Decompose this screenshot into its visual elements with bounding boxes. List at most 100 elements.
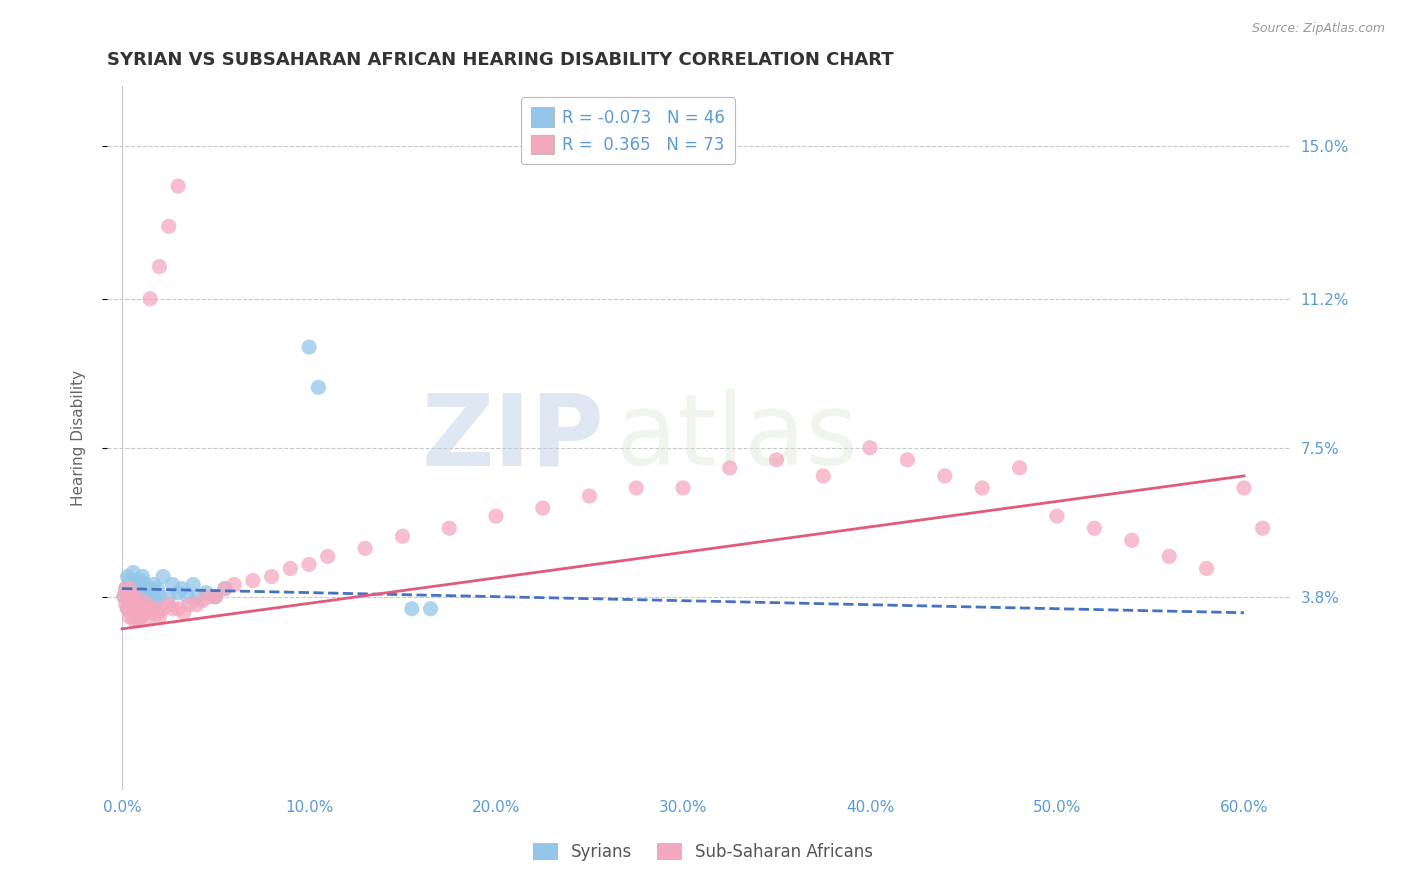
Point bbox=[114, 582, 136, 596]
Point bbox=[114, 582, 136, 596]
Text: atlas: atlas bbox=[616, 389, 858, 486]
Point bbox=[186, 598, 208, 612]
Point bbox=[124, 614, 146, 628]
Point bbox=[195, 585, 218, 599]
Point bbox=[122, 590, 145, 604]
Point bbox=[1159, 549, 1181, 564]
Point bbox=[278, 561, 301, 575]
Point bbox=[128, 598, 150, 612]
Point bbox=[157, 598, 180, 612]
Point bbox=[934, 469, 956, 483]
Point bbox=[170, 582, 193, 596]
Point bbox=[141, 601, 163, 615]
Point bbox=[972, 481, 994, 495]
Point bbox=[122, 593, 145, 607]
Point bbox=[439, 521, 461, 535]
Point bbox=[214, 582, 236, 596]
Point bbox=[142, 577, 165, 591]
Point bbox=[139, 292, 162, 306]
Text: SYRIAN VS SUBSAHARAN AFRICAN HEARING DISABILITY CORRELATION CHART: SYRIAN VS SUBSAHARAN AFRICAN HEARING DIS… bbox=[107, 51, 894, 69]
Point bbox=[139, 598, 162, 612]
Point bbox=[1008, 461, 1031, 475]
Point bbox=[125, 598, 148, 612]
Point bbox=[135, 593, 157, 607]
Point bbox=[134, 590, 156, 604]
Point bbox=[124, 598, 146, 612]
Point bbox=[118, 582, 141, 596]
Point bbox=[391, 529, 413, 543]
Text: Source: ZipAtlas.com: Source: ZipAtlas.com bbox=[1251, 22, 1385, 36]
Point bbox=[131, 590, 153, 604]
Point bbox=[136, 590, 159, 604]
Text: ZIP: ZIP bbox=[422, 389, 605, 486]
Point bbox=[128, 614, 150, 628]
Point bbox=[896, 452, 918, 467]
Point bbox=[260, 569, 283, 583]
Point bbox=[173, 606, 195, 620]
Point bbox=[122, 566, 145, 580]
Point bbox=[114, 598, 136, 612]
Point bbox=[117, 590, 139, 604]
Point bbox=[167, 601, 190, 615]
Point bbox=[128, 601, 150, 615]
Point bbox=[129, 574, 152, 588]
Point bbox=[148, 260, 170, 274]
Point bbox=[131, 569, 153, 583]
Point bbox=[146, 582, 169, 596]
Point bbox=[859, 441, 882, 455]
Point bbox=[125, 590, 148, 604]
Point bbox=[112, 590, 135, 604]
Point bbox=[298, 340, 321, 354]
Point bbox=[139, 609, 162, 624]
Point bbox=[131, 606, 153, 620]
Point bbox=[139, 582, 162, 596]
Point bbox=[531, 501, 554, 516]
Point bbox=[354, 541, 377, 556]
Point bbox=[162, 601, 184, 615]
Point bbox=[224, 577, 246, 591]
Point bbox=[112, 590, 135, 604]
Point bbox=[120, 593, 142, 607]
Point bbox=[117, 601, 139, 615]
Point bbox=[125, 574, 148, 588]
Point bbox=[401, 601, 423, 615]
Point bbox=[152, 601, 174, 615]
Point bbox=[129, 593, 152, 607]
Point bbox=[813, 469, 835, 483]
Point bbox=[124, 590, 146, 604]
Point bbox=[204, 590, 226, 604]
Point bbox=[135, 606, 157, 620]
Point bbox=[120, 582, 142, 596]
Point bbox=[118, 609, 141, 624]
Point bbox=[204, 590, 226, 604]
Point bbox=[419, 601, 441, 615]
Point bbox=[1233, 481, 1256, 495]
Point bbox=[765, 452, 787, 467]
Point bbox=[148, 609, 170, 624]
Point bbox=[157, 219, 180, 234]
Point bbox=[125, 609, 148, 624]
Point bbox=[672, 481, 695, 495]
Point bbox=[298, 558, 321, 572]
Point bbox=[146, 606, 169, 620]
Point bbox=[134, 601, 156, 615]
Point bbox=[120, 601, 142, 615]
Point bbox=[128, 582, 150, 596]
Point bbox=[129, 593, 152, 607]
Point bbox=[157, 590, 180, 604]
Legend: Syrians, Sub-Saharan Africans: Syrians, Sub-Saharan Africans bbox=[526, 836, 880, 868]
Point bbox=[1083, 521, 1105, 535]
Point bbox=[242, 574, 264, 588]
Point bbox=[179, 598, 201, 612]
Point bbox=[142, 606, 165, 620]
Point bbox=[176, 590, 198, 604]
Point bbox=[124, 577, 146, 591]
Point bbox=[626, 481, 648, 495]
Point bbox=[134, 577, 156, 591]
Point bbox=[162, 577, 184, 591]
Point bbox=[120, 590, 142, 604]
Point bbox=[129, 609, 152, 624]
Point bbox=[117, 601, 139, 615]
Point bbox=[145, 593, 167, 607]
Point bbox=[117, 569, 139, 583]
